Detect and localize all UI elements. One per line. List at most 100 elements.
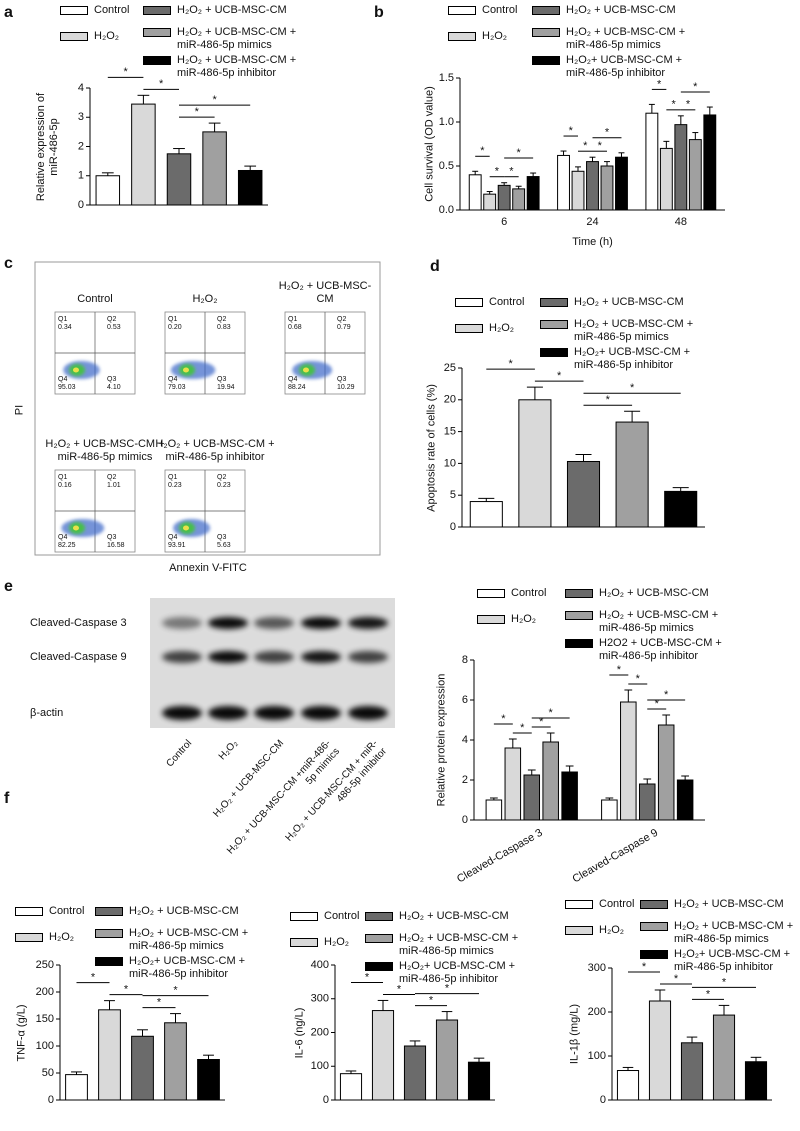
- blot-band: [348, 706, 388, 720]
- significance-star: *: [509, 166, 514, 178]
- y-tick-label: 4: [78, 82, 84, 94]
- quadrant-label: Q1: [168, 474, 177, 481]
- legend-item: H₂O₂+ UCB-MSC-CM + miR-486-5p inhibitor: [532, 54, 692, 80]
- significance-star: *: [606, 394, 611, 406]
- legend-swatch: [15, 907, 43, 916]
- quadrant-value: 0.23: [217, 482, 231, 489]
- bar: [164, 1022, 187, 1101]
- quadrant-value: 16.58: [107, 542, 125, 549]
- significance-star: *: [157, 997, 162, 1009]
- significance-star: *: [686, 99, 691, 111]
- legend-swatch: [540, 348, 568, 357]
- legend-item: H₂O₂ + UCB-MSC-CM + miR-486-5p mimics: [640, 920, 800, 946]
- quadrant-value: 10.29: [337, 384, 355, 391]
- significance-star: *: [91, 972, 96, 984]
- legend-label: H₂O₂: [482, 30, 508, 42]
- quadrant-label: Q2: [217, 474, 226, 481]
- bar: [688, 139, 702, 211]
- y-tick-label: 0: [462, 814, 468, 826]
- legend-swatch: [15, 933, 43, 942]
- y-tick-label: 200: [36, 986, 54, 998]
- y-tick-label: 5: [450, 489, 456, 501]
- bar: [620, 701, 637, 821]
- significance-star: *: [598, 140, 603, 152]
- bar: [744, 1061, 768, 1101]
- legend-label: Control: [94, 4, 130, 16]
- legend-item: Control: [455, 296, 535, 309]
- legend-swatch: [455, 324, 483, 333]
- y-tick-label: 250: [36, 959, 54, 971]
- significance-star: *: [445, 982, 450, 994]
- bar: [467, 1061, 491, 1101]
- legend-item: H₂O₂ + UCB-MSC-CM: [532, 4, 692, 17]
- y-tick-label: 100: [36, 1040, 54, 1052]
- blot-band: [162, 651, 202, 663]
- bar: [469, 501, 503, 528]
- y-tick-label: 400: [311, 959, 329, 971]
- legend-label: H₂O₂: [599, 924, 625, 936]
- legend-swatch: [640, 900, 668, 909]
- quadrant-label: Q3: [107, 534, 116, 541]
- bar: [557, 154, 570, 211]
- y-axis-label: Relative expression of miR-486-5p: [35, 92, 60, 201]
- quadrant-label: Q1: [168, 316, 177, 323]
- legend-item: H₂O₂ + UCB-MSC-CM: [143, 4, 303, 17]
- blot-band: [301, 651, 341, 663]
- bar: [403, 1045, 427, 1101]
- blot-band: [162, 617, 202, 629]
- quadrant-value: 19.94: [217, 384, 235, 391]
- legend-item: Control: [448, 4, 528, 17]
- legend-swatch: [540, 320, 568, 329]
- y-tick-label: 3: [78, 111, 84, 123]
- legend-item: H₂O₂ + UCB-MSC-CM: [540, 296, 700, 309]
- legend-swatch: [477, 589, 505, 598]
- flow-y-label: PI: [13, 404, 26, 416]
- y-axis-label: Apoptosis rate of cells (%): [425, 383, 438, 512]
- legend-item: H₂O₂ + UCB-MSC-CM + miR-486-5p mimics: [365, 932, 525, 958]
- legend-item: H₂O₂ + UCB-MSC-CM + miR-486-5p mimics: [532, 26, 692, 52]
- legend-label: Control: [599, 898, 635, 910]
- legend-item: H₂O₂ + UCB-MSC-CM + miR-486-5p inhibitor: [143, 54, 303, 80]
- quadrant-label: Q1: [58, 474, 67, 481]
- legend-item: Control: [565, 898, 645, 911]
- y-tick-label: 50: [42, 1067, 54, 1079]
- legend-swatch: [532, 6, 560, 15]
- bar: [659, 147, 673, 211]
- bar: [571, 170, 585, 211]
- legend-label: H2O2 + UCB-MSC-CM + miR-486-5p inhibitor: [599, 637, 722, 662]
- quadrant-value: 88.24: [288, 384, 306, 391]
- legend-swatch: [95, 907, 123, 916]
- legend-label: H₂O₂ + UCB-MSC-CM: [129, 905, 239, 917]
- quadrant-label: Q3: [107, 376, 116, 383]
- flow-title: H₂O₂: [192, 293, 218, 305]
- flow-frame: [34, 261, 381, 556]
- y-tick-label: 0.0: [439, 204, 454, 216]
- y-tick-label: 300: [311, 993, 329, 1005]
- bar: [95, 175, 121, 206]
- legend-swatch: [565, 900, 593, 909]
- x-tick-label: 24: [586, 216, 598, 228]
- y-axis-label: TNF-α (g/L): [15, 1003, 28, 1062]
- quadrant-label: Q2: [107, 474, 116, 481]
- legend-label: H₂O₂+ UCB-MSC-CM + miR-486-5p inhibitor: [674, 948, 791, 973]
- blot-band: [208, 651, 248, 663]
- y-tick-label: 2: [78, 140, 84, 152]
- legend-swatch: [60, 6, 88, 15]
- y-tick-label: 15: [444, 426, 456, 438]
- bar: [542, 741, 559, 821]
- legend-label: H₂O₂ + UCB-MSC-CM + miR-486-5p mimics: [566, 26, 686, 51]
- significance-star: *: [501, 713, 506, 725]
- legend-label: H₂O₂ + UCB-MSC-CM: [566, 4, 676, 16]
- legend-item: Control: [15, 905, 95, 918]
- quadrant-label: Q3: [217, 534, 226, 541]
- legend-swatch: [365, 962, 393, 971]
- significance-star: *: [539, 716, 544, 728]
- legend-item: H₂O₂ + UCB-MSC-CM + miR-486-5p mimics: [540, 318, 700, 344]
- legend-label: Control: [49, 905, 85, 917]
- legend-label: H₂O₂ + UCB-MSC-CM: [177, 4, 287, 16]
- legend-label: H₂O₂ + UCB-MSC-CM + miR-486-5p mimics: [574, 318, 694, 343]
- quadrant-value: 0.53: [107, 324, 121, 331]
- y-tick-label: 10: [444, 457, 456, 469]
- y-tick-label: 1: [78, 170, 84, 182]
- bar: [468, 174, 482, 211]
